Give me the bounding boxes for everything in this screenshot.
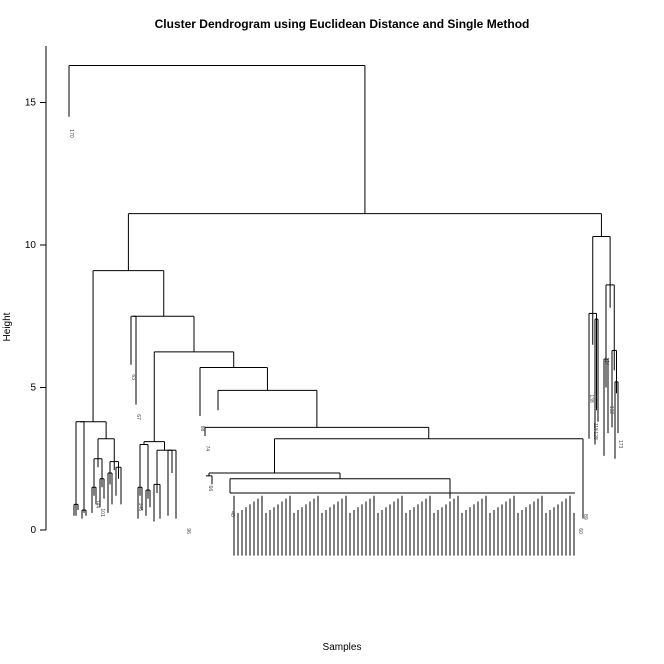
leaf-label: 63: [130, 374, 136, 380]
leaf-label: 67: [135, 414, 141, 420]
x-axis-label: Samples: [323, 642, 362, 653]
chart-title: Cluster Dendrogram using Euclidean Dista…: [155, 17, 530, 31]
leaf-label: 60: [577, 528, 583, 534]
y-tick-label-0: 0: [30, 525, 36, 536]
y-tick-label-5: 5: [30, 383, 36, 394]
leaf-label: 173: [617, 440, 623, 449]
leaf-label: 124: [603, 357, 609, 366]
leaf-label: 88: [199, 426, 205, 432]
y-ticks: 0 5 10 15: [25, 98, 46, 536]
leaf-label: 138: [588, 394, 594, 403]
leaf-label: 66: [207, 486, 213, 492]
dendrogram-tree: [68, 64, 619, 556]
leaf-label: 74: [204, 446, 210, 452]
leaf-label: 146: [137, 503, 143, 512]
leaf-label: 89: [582, 514, 588, 520]
leaf-label: 118: [592, 423, 598, 431]
leaf-label: 128: [592, 431, 598, 440]
leaf-label: 132: [608, 406, 614, 415]
leaf-label: 101: [99, 508, 105, 517]
y-tick-label-15: 15: [25, 98, 37, 109]
leaf-label: 96: [185, 528, 191, 534]
y-axis-label: Height: [2, 312, 13, 341]
leaf-label: 144: [94, 500, 100, 509]
leaf-label: 40: [229, 511, 235, 517]
y-tick-label-10: 10: [25, 240, 37, 251]
leaf-label: 170: [68, 129, 74, 138]
